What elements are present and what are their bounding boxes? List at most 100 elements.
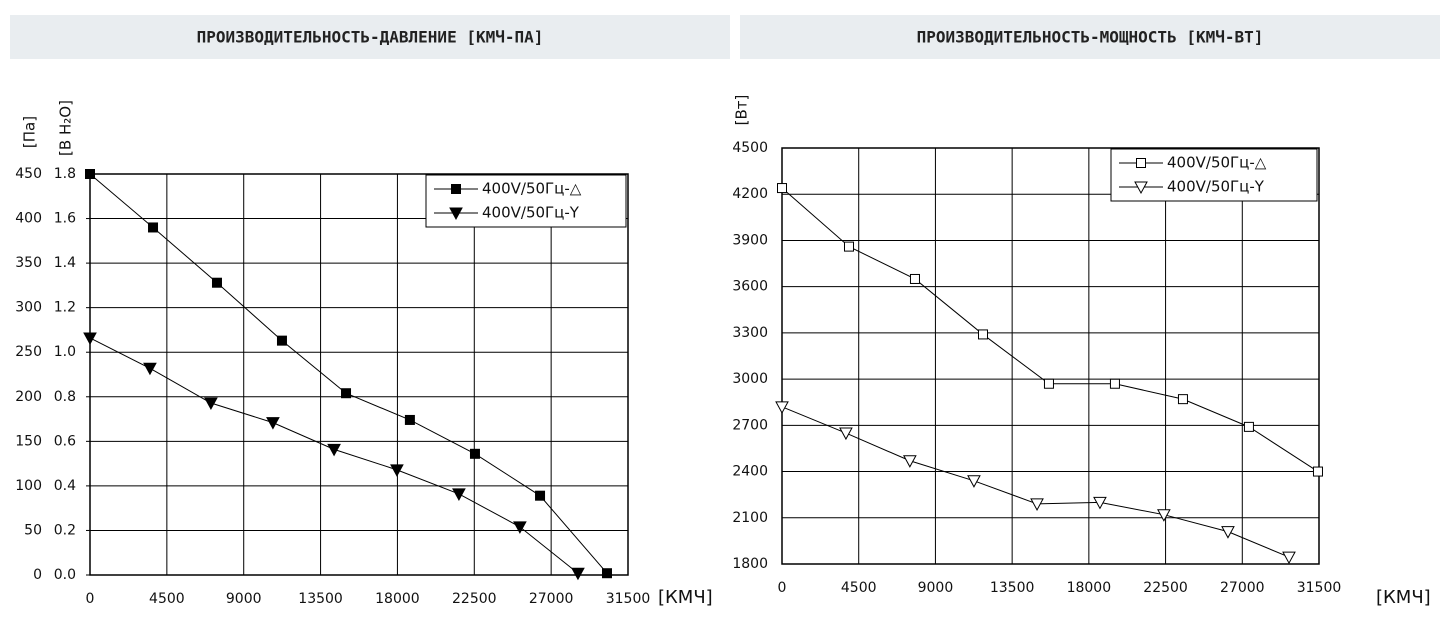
x-tick-label: 4500 (149, 591, 185, 607)
marker (1221, 526, 1235, 539)
marker (469, 448, 480, 459)
y-tick-label: 150 (15, 433, 42, 449)
x-tick-label: 31500 (606, 591, 651, 607)
y2-tick-label: 0.8 (54, 389, 76, 405)
x-tick-label: 0 (778, 580, 787, 596)
marker (404, 414, 415, 425)
y-tick-label: 3900 (732, 232, 768, 248)
marker (452, 488, 466, 501)
marker (341, 388, 352, 399)
marker (1157, 509, 1171, 522)
y-tick-label: 300 (15, 300, 42, 316)
marker (211, 277, 222, 288)
y-axis-title: [Па] (21, 116, 39, 148)
y-tick-label: 0 (33, 567, 42, 583)
legend (1110, 148, 1318, 202)
chart-title: ПРОИЗВОДИТЕЛЬНОСТЬ-ДАВЛЕНИЕ [КМЧ-ПА] (197, 28, 544, 47)
y2-tick-label: 0.6 (54, 433, 76, 449)
y-tick-label: 2700 (732, 417, 768, 433)
marker (1030, 498, 1044, 511)
marker (839, 427, 853, 441)
marker (83, 332, 97, 346)
y-tick-label: 350 (15, 255, 42, 271)
x-tick-label: 22500 (452, 591, 497, 607)
legend-marker (1134, 181, 1148, 195)
y-tick-label: 50 (24, 522, 42, 538)
y2-tick-label: 0.0 (54, 567, 76, 583)
y2-tick-label: 0.4 (54, 478, 76, 494)
marker (1093, 496, 1107, 510)
x-tick-label: 22500 (1143, 580, 1188, 596)
marker (977, 329, 988, 340)
y-tick-label: 1800 (732, 556, 768, 572)
legend-marker (449, 207, 463, 221)
y-tick-label: 3000 (732, 371, 768, 387)
x-tick-label: 0 (86, 591, 95, 607)
y-tick-label: 100 (15, 478, 42, 494)
title-bar (10, 15, 730, 59)
y-tick-label: 400 (15, 211, 42, 227)
marker (1043, 378, 1054, 389)
x-tick-label: 13500 (990, 580, 1035, 596)
y2-tick-label: 1.8 (54, 166, 76, 182)
x-tick-label: 18000 (375, 591, 420, 607)
marker (843, 241, 854, 252)
x-tick-label: 9000 (918, 580, 954, 596)
marker (967, 475, 981, 488)
marker (1282, 551, 1296, 565)
y2-tick-label: 1.0 (54, 344, 76, 360)
plot-frame (781, 147, 1320, 565)
marker (148, 222, 159, 233)
plot-frame (89, 173, 629, 576)
marker (777, 183, 787, 194)
marker (1109, 378, 1120, 389)
y-tick-label: 2400 (732, 464, 768, 480)
title-bar (740, 15, 1440, 59)
x-axis-title: [КМЧ] (658, 587, 713, 608)
marker (143, 362, 157, 376)
marker (535, 490, 546, 501)
marker (1243, 421, 1254, 432)
y-tick-label: 4200 (732, 186, 768, 202)
marker (601, 568, 612, 579)
y-tick-label: 450 (15, 166, 42, 182)
x-tick-label: 27000 (529, 591, 574, 607)
marker (909, 273, 920, 284)
y2-tick-label: 0.2 (54, 522, 76, 538)
x-tick-label: 31500 (1297, 580, 1342, 596)
y-axis-title: [Вт] (733, 95, 751, 126)
legend-label: 400V/50Гц-△ (1167, 154, 1267, 172)
legend-marker (451, 184, 461, 194)
marker (775, 401, 789, 414)
x-tick-label: 4500 (841, 580, 877, 596)
y-tick-label: 3300 (732, 325, 768, 341)
x-tick-label: 9000 (226, 591, 262, 607)
legend-label: 400V/50Гц-Y (482, 204, 580, 222)
marker (1177, 394, 1188, 405)
chart-title: ПРОИЗВОДИТЕЛЬНОСТЬ-МОЩНОСТЬ [КМЧ-ВТ] (917, 28, 1264, 47)
y-tick-label: 4500 (732, 140, 768, 156)
legend-marker (1136, 158, 1146, 168)
marker (390, 464, 404, 477)
y2-tick-label: 1.2 (54, 300, 76, 316)
series-line (781, 187, 1319, 472)
marker (571, 567, 585, 581)
marker (327, 443, 341, 457)
marker (204, 397, 218, 411)
series-line (89, 173, 608, 574)
y-tick-label: 2100 (732, 510, 768, 526)
marker (276, 335, 287, 346)
marker (903, 455, 917, 468)
y2-tick-label: 1.4 (54, 255, 76, 271)
marker (85, 169, 95, 179)
y2-tick-label: 1.6 (54, 211, 76, 227)
legend-label: 400V/50Гц-Y (1167, 178, 1265, 196)
y-tick-label: 200 (15, 389, 42, 405)
x-tick-label: 18000 (1067, 580, 1112, 596)
y2-axis-title: [В H₂O] (57, 100, 75, 156)
x-tick-label: 27000 (1220, 580, 1265, 596)
marker (1312, 466, 1323, 477)
x-tick-label: 13500 (298, 591, 343, 607)
legend-label: 400V/50Гц-△ (482, 180, 582, 198)
